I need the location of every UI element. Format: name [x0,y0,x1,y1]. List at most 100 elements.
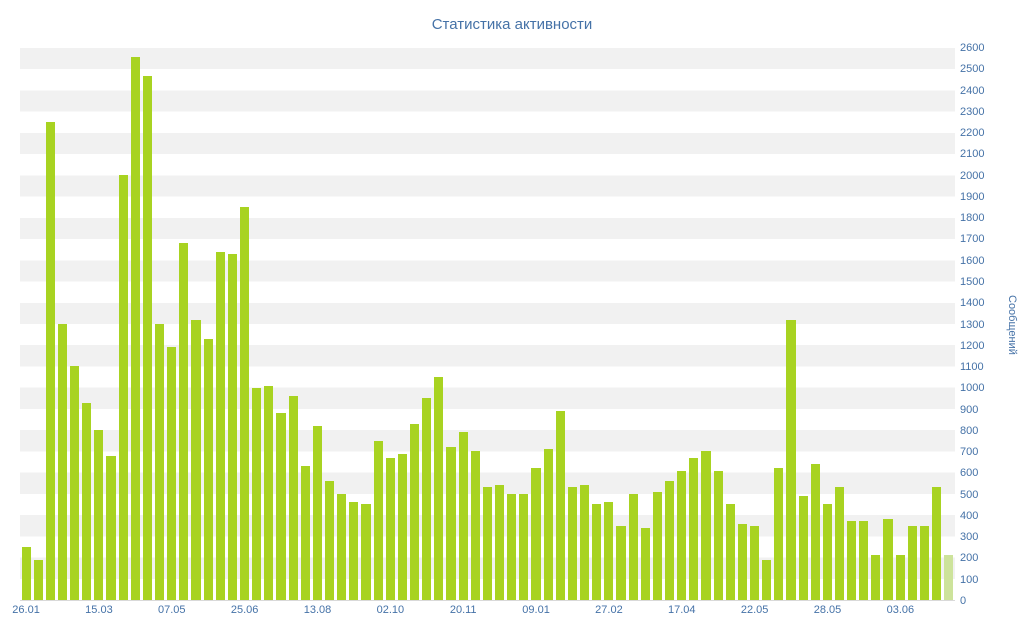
bar[interactable] [871,555,881,600]
bar[interactable] [21,546,31,600]
bar[interactable] [664,481,675,600]
bar[interactable] [252,387,262,600]
bar[interactable] [592,504,602,600]
bar[interactable] [276,413,286,600]
bar[interactable] [373,440,383,600]
bar[interactable] [895,555,905,600]
bar[interactable] [482,487,492,600]
bar[interactable] [130,56,140,600]
y-axis-tick-label: 2500 [960,63,985,76]
bar[interactable] [227,253,238,600]
plot-area [20,48,955,601]
bar[interactable] [507,493,517,600]
bar[interactable] [300,466,310,600]
x-axis-tick-label: 02.10 [376,604,405,616]
bar[interactable] [689,457,699,600]
bar[interactable] [325,481,335,600]
bar[interactable] [701,451,711,600]
bar[interactable] [264,385,274,600]
bar[interactable] [82,402,92,600]
bar[interactable] [240,207,250,600]
bar[interactable] [288,396,298,600]
bar[interactable] [57,324,68,600]
bar[interactable] [677,470,687,600]
bar[interactable] [859,521,869,600]
x-axis-tick-label: 09.01 [522,604,550,616]
y-axis-tick-label: 2400 [960,84,985,97]
bar[interactable] [94,430,104,600]
bar[interactable] [616,525,626,600]
bar[interactable] [167,347,177,600]
bar[interactable] [519,493,529,600]
bar[interactable] [179,243,189,600]
bar[interactable] [215,251,225,600]
bar[interactable] [203,338,213,600]
bar[interactable] [640,527,650,600]
bar[interactable] [142,75,153,600]
y-axis-tick-label: 0 [960,595,967,607]
bar[interactable] [531,468,541,600]
bar[interactable] [106,455,116,600]
bar[interactable] [883,519,893,600]
bar[interactable] [361,504,371,600]
y-axis-tick-label: 2100 [960,148,985,161]
bar[interactable] [470,451,480,600]
y-axis-title: Сообщений [1006,294,1018,355]
bar[interactable] [774,468,784,600]
bar[interactable] [604,502,614,600]
bar[interactable] [810,464,820,600]
bar[interactable] [410,423,420,600]
bar[interactable] [762,559,772,600]
bar[interactable] [567,487,577,600]
bar[interactable] [725,504,735,600]
bar[interactable] [45,122,55,600]
bar[interactable] [713,470,723,600]
bar[interactable] [312,425,323,600]
x-axis-tick-label: 13.08 [303,604,332,616]
x-axis-tick-label: 28.05 [813,604,842,616]
y-axis-tick-label: 2000 [960,169,985,182]
bar[interactable] [397,453,407,600]
chart-title: Статистика активности [431,16,593,33]
bar[interactable] [385,457,395,600]
x-axis-tick-label: 26.01 [12,604,40,616]
bar[interactable] [652,491,662,600]
x-axis-tick-label: 17.04 [668,604,696,616]
y-axis-tick-label: 1000 [960,382,985,395]
bar[interactable] [579,485,590,600]
bar[interactable] [847,521,857,600]
bar[interactable] [932,487,942,600]
bar[interactable] [434,377,444,600]
bar[interactable] [70,366,80,600]
y-axis-tick-label: 1500 [960,275,985,288]
bar[interactable] [349,502,359,600]
bar[interactable] [628,493,638,600]
bar[interactable] [33,559,43,600]
bar[interactable] [337,493,347,600]
bar[interactable] [191,319,201,600]
y-axis-tick-label: 1700 [960,233,985,246]
bar[interactable] [555,411,565,600]
bar[interactable] [907,525,917,600]
y-axis-tick-label: 400 [960,509,979,522]
bar[interactable] [155,324,165,600]
bar[interactable] [737,523,747,600]
bar[interactable] [834,487,845,600]
y-axis-tick-label: 700 [960,446,979,459]
bar[interactable] [118,175,128,600]
bar[interactable] [822,504,832,600]
bar[interactable] [494,485,505,600]
y-axis-tick-label: 1600 [960,254,985,267]
bar[interactable] [543,449,553,600]
y-axis-tick-label: 1400 [960,297,985,310]
bar[interactable] [749,525,760,600]
y-axis-tick-label: 200 [960,552,979,565]
bar[interactable] [458,432,468,600]
bar[interactable] [798,495,808,600]
bar[interactable] [944,555,954,600]
x-axis-tick-label: 25.06 [230,604,259,616]
bar[interactable] [422,398,432,600]
bar[interactable] [919,525,930,600]
bar[interactable] [446,447,456,600]
bar[interactable] [786,319,796,600]
